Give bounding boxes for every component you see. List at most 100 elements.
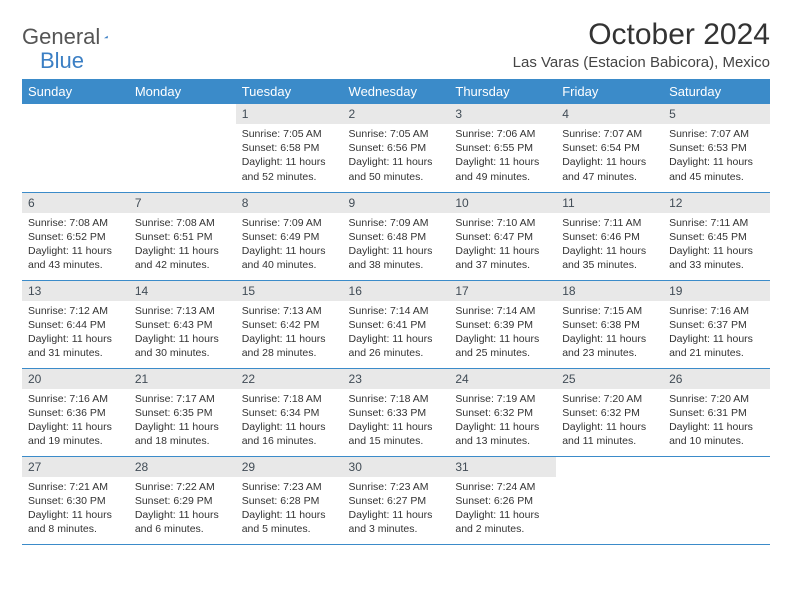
day-number: 17	[449, 281, 556, 301]
header: General October 2024 Las Varas (Estacion…	[22, 18, 770, 71]
day-content: Sunrise: 7:17 AMSunset: 6:35 PMDaylight:…	[129, 389, 236, 455]
day-number: 11	[556, 193, 663, 213]
day-number: 21	[129, 369, 236, 389]
calendar-day-cell: 7Sunrise: 7:08 AMSunset: 6:51 PMDaylight…	[129, 192, 236, 280]
calendar-day-cell: 6Sunrise: 7:08 AMSunset: 6:52 PMDaylight…	[22, 192, 129, 280]
day-number: 7	[129, 193, 236, 213]
day-number: 12	[663, 193, 770, 213]
day-number: 18	[556, 281, 663, 301]
calendar-day-cell: 25Sunrise: 7:20 AMSunset: 6:32 PMDayligh…	[556, 368, 663, 456]
logo-triangle-icon	[104, 27, 108, 47]
calendar-day-cell: 10Sunrise: 7:10 AMSunset: 6:47 PMDayligh…	[449, 192, 556, 280]
calendar-day-cell: 4Sunrise: 7:07 AMSunset: 6:54 PMDaylight…	[556, 104, 663, 192]
day-number: 8	[236, 193, 343, 213]
calendar-row: 13Sunrise: 7:12 AMSunset: 6:44 PMDayligh…	[22, 280, 770, 368]
calendar-day-cell: 9Sunrise: 7:09 AMSunset: 6:48 PMDaylight…	[343, 192, 450, 280]
day-content: Sunrise: 7:21 AMSunset: 6:30 PMDaylight:…	[22, 477, 129, 543]
day-number: 30	[343, 457, 450, 477]
calendar-day-cell: 12Sunrise: 7:11 AMSunset: 6:45 PMDayligh…	[663, 192, 770, 280]
calendar-day-cell: 23Sunrise: 7:18 AMSunset: 6:33 PMDayligh…	[343, 368, 450, 456]
day-content: Sunrise: 7:12 AMSunset: 6:44 PMDaylight:…	[22, 301, 129, 367]
logo: General	[22, 18, 128, 50]
calendar-table: SundayMondayTuesdayWednesdayThursdayFrid…	[22, 79, 770, 545]
calendar-row: 6Sunrise: 7:08 AMSunset: 6:52 PMDaylight…	[22, 192, 770, 280]
calendar-body: 1Sunrise: 7:05 AMSunset: 6:58 PMDaylight…	[22, 104, 770, 544]
day-content: Sunrise: 7:19 AMSunset: 6:32 PMDaylight:…	[449, 389, 556, 455]
logo-text-2: Blue	[40, 48, 84, 74]
calendar-day-cell: 5Sunrise: 7:07 AMSunset: 6:53 PMDaylight…	[663, 104, 770, 192]
day-content: Sunrise: 7:18 AMSunset: 6:33 PMDaylight:…	[343, 389, 450, 455]
title-block: October 2024 Las Varas (Estacion Babicor…	[513, 18, 770, 71]
logo-text-1: General	[22, 24, 100, 50]
day-number: 2	[343, 104, 450, 124]
day-number: 14	[129, 281, 236, 301]
day-number: 28	[129, 457, 236, 477]
calendar-empty-cell	[556, 456, 663, 544]
day-content: Sunrise: 7:23 AMSunset: 6:27 PMDaylight:…	[343, 477, 450, 543]
calendar-empty-cell	[663, 456, 770, 544]
day-content: Sunrise: 7:11 AMSunset: 6:45 PMDaylight:…	[663, 213, 770, 279]
day-number: 29	[236, 457, 343, 477]
calendar-row: 27Sunrise: 7:21 AMSunset: 6:30 PMDayligh…	[22, 456, 770, 544]
calendar-day-cell: 11Sunrise: 7:11 AMSunset: 6:46 PMDayligh…	[556, 192, 663, 280]
day-content: Sunrise: 7:20 AMSunset: 6:32 PMDaylight:…	[556, 389, 663, 455]
calendar-day-cell: 21Sunrise: 7:17 AMSunset: 6:35 PMDayligh…	[129, 368, 236, 456]
day-content: Sunrise: 7:07 AMSunset: 6:53 PMDaylight:…	[663, 124, 770, 190]
day-number: 10	[449, 193, 556, 213]
calendar-day-cell: 29Sunrise: 7:23 AMSunset: 6:28 PMDayligh…	[236, 456, 343, 544]
calendar-day-cell: 14Sunrise: 7:13 AMSunset: 6:43 PMDayligh…	[129, 280, 236, 368]
month-title: October 2024	[513, 18, 770, 52]
calendar-day-cell: 8Sunrise: 7:09 AMSunset: 6:49 PMDaylight…	[236, 192, 343, 280]
day-content: Sunrise: 7:23 AMSunset: 6:28 PMDaylight:…	[236, 477, 343, 543]
calendar-day-cell: 31Sunrise: 7:24 AMSunset: 6:26 PMDayligh…	[449, 456, 556, 544]
day-content: Sunrise: 7:14 AMSunset: 6:39 PMDaylight:…	[449, 301, 556, 367]
day-number: 24	[449, 369, 556, 389]
day-content: Sunrise: 7:05 AMSunset: 6:58 PMDaylight:…	[236, 124, 343, 190]
calendar-day-cell: 13Sunrise: 7:12 AMSunset: 6:44 PMDayligh…	[22, 280, 129, 368]
weekday-header-row: SundayMondayTuesdayWednesdayThursdayFrid…	[22, 79, 770, 104]
calendar-empty-cell	[22, 104, 129, 192]
day-content: Sunrise: 7:07 AMSunset: 6:54 PMDaylight:…	[556, 124, 663, 190]
day-content: Sunrise: 7:20 AMSunset: 6:31 PMDaylight:…	[663, 389, 770, 455]
day-number: 5	[663, 104, 770, 124]
calendar-day-cell: 16Sunrise: 7:14 AMSunset: 6:41 PMDayligh…	[343, 280, 450, 368]
day-content: Sunrise: 7:13 AMSunset: 6:43 PMDaylight:…	[129, 301, 236, 367]
calendar-empty-cell	[129, 104, 236, 192]
day-content: Sunrise: 7:18 AMSunset: 6:34 PMDaylight:…	[236, 389, 343, 455]
day-content: Sunrise: 7:13 AMSunset: 6:42 PMDaylight:…	[236, 301, 343, 367]
calendar-day-cell: 2Sunrise: 7:05 AMSunset: 6:56 PMDaylight…	[343, 104, 450, 192]
day-number: 22	[236, 369, 343, 389]
weekday-header: Saturday	[663, 79, 770, 104]
day-number: 15	[236, 281, 343, 301]
calendar-day-cell: 28Sunrise: 7:22 AMSunset: 6:29 PMDayligh…	[129, 456, 236, 544]
day-number: 25	[556, 369, 663, 389]
day-number: 3	[449, 104, 556, 124]
day-number: 9	[343, 193, 450, 213]
day-number: 27	[22, 457, 129, 477]
day-number: 26	[663, 369, 770, 389]
weekday-header: Thursday	[449, 79, 556, 104]
day-content: Sunrise: 7:08 AMSunset: 6:52 PMDaylight:…	[22, 213, 129, 279]
calendar-day-cell: 1Sunrise: 7:05 AMSunset: 6:58 PMDaylight…	[236, 104, 343, 192]
calendar-row: 1Sunrise: 7:05 AMSunset: 6:58 PMDaylight…	[22, 104, 770, 192]
day-number: 13	[22, 281, 129, 301]
calendar-row: 20Sunrise: 7:16 AMSunset: 6:36 PMDayligh…	[22, 368, 770, 456]
location: Las Varas (Estacion Babicora), Mexico	[513, 54, 770, 71]
calendar-day-cell: 30Sunrise: 7:23 AMSunset: 6:27 PMDayligh…	[343, 456, 450, 544]
weekday-header: Wednesday	[343, 79, 450, 104]
calendar-day-cell: 20Sunrise: 7:16 AMSunset: 6:36 PMDayligh…	[22, 368, 129, 456]
day-number: 1	[236, 104, 343, 124]
weekday-header: Friday	[556, 79, 663, 104]
day-content: Sunrise: 7:14 AMSunset: 6:41 PMDaylight:…	[343, 301, 450, 367]
calendar-day-cell: 19Sunrise: 7:16 AMSunset: 6:37 PMDayligh…	[663, 280, 770, 368]
weekday-header: Sunday	[22, 79, 129, 104]
day-content: Sunrise: 7:15 AMSunset: 6:38 PMDaylight:…	[556, 301, 663, 367]
day-number: 4	[556, 104, 663, 124]
calendar-day-cell: 27Sunrise: 7:21 AMSunset: 6:30 PMDayligh…	[22, 456, 129, 544]
calendar-day-cell: 24Sunrise: 7:19 AMSunset: 6:32 PMDayligh…	[449, 368, 556, 456]
day-content: Sunrise: 7:10 AMSunset: 6:47 PMDaylight:…	[449, 213, 556, 279]
calendar-day-cell: 15Sunrise: 7:13 AMSunset: 6:42 PMDayligh…	[236, 280, 343, 368]
calendar-day-cell: 26Sunrise: 7:20 AMSunset: 6:31 PMDayligh…	[663, 368, 770, 456]
calendar-day-cell: 18Sunrise: 7:15 AMSunset: 6:38 PMDayligh…	[556, 280, 663, 368]
day-content: Sunrise: 7:22 AMSunset: 6:29 PMDaylight:…	[129, 477, 236, 543]
